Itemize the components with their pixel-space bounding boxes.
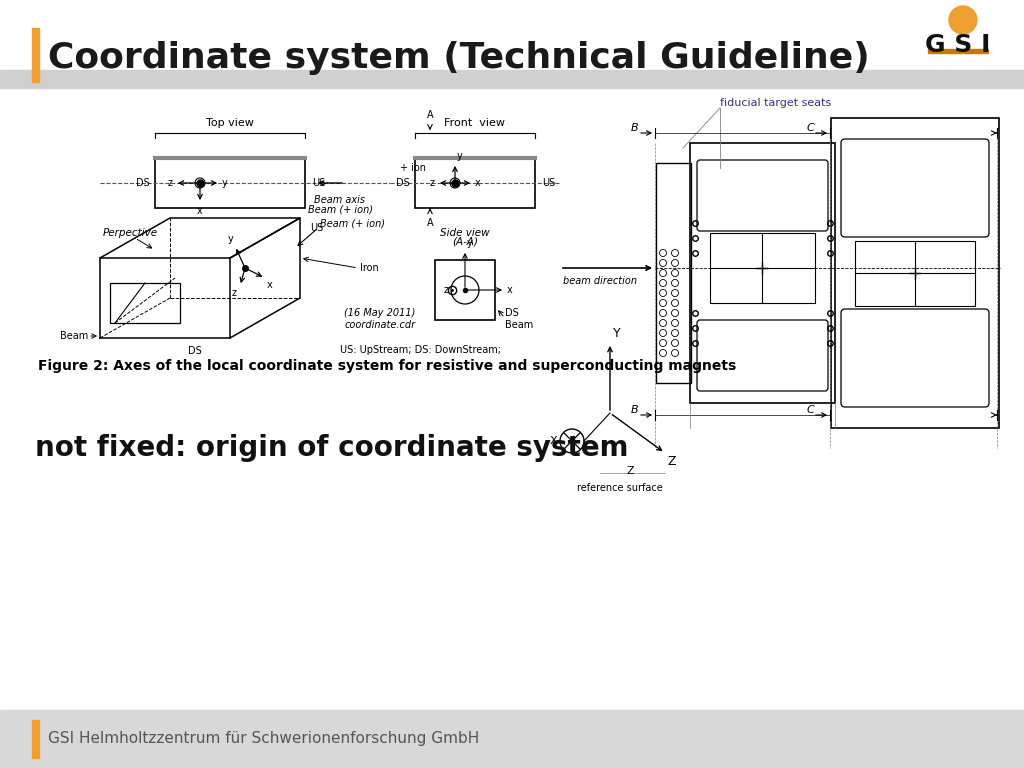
Circle shape: [659, 250, 667, 257]
Text: z: z: [168, 178, 173, 188]
Bar: [0, 70, 1024, 88]
Bar: [855, 241, 975, 306]
Bar: [0, 710, 1024, 768]
Text: GSI Helmholtzzentrum für Schwerionenforschung GmbH: GSI Helmholtzzentrum für Schwerionenfors…: [48, 731, 479, 746]
Text: Z: Z: [667, 455, 676, 468]
Circle shape: [672, 349, 679, 356]
Text: Figure 2: Axes of the local coordinate system for resistive and superconducting : Figure 2: Axes of the local coordinate s…: [38, 359, 736, 373]
Circle shape: [659, 339, 667, 346]
Bar: [32, 720, 39, 758]
Text: Iron: Iron: [360, 263, 379, 273]
Circle shape: [659, 310, 667, 316]
Text: Y: Y: [613, 327, 621, 340]
Text: Front  view: Front view: [444, 118, 506, 128]
Circle shape: [672, 270, 679, 276]
Text: Beam (+ ion): Beam (+ ion): [307, 205, 373, 215]
Text: Perpective: Perpective: [102, 228, 158, 238]
Text: x: x: [267, 280, 272, 290]
Circle shape: [659, 300, 667, 306]
Text: US: US: [542, 178, 555, 188]
Text: z: z: [430, 178, 435, 188]
Circle shape: [672, 310, 679, 316]
Text: + ion: + ion: [400, 163, 426, 173]
Circle shape: [672, 260, 679, 266]
Circle shape: [659, 290, 667, 296]
Text: DS: DS: [505, 308, 519, 318]
Circle shape: [659, 319, 667, 326]
Text: Z: Z: [627, 466, 634, 476]
Text: x: x: [198, 206, 203, 216]
Circle shape: [672, 300, 679, 306]
Text: x: x: [475, 178, 480, 188]
Text: DS: DS: [136, 178, 150, 188]
Circle shape: [672, 339, 679, 346]
Bar: [110, 283, 180, 323]
Text: Top view: Top view: [206, 118, 254, 128]
Circle shape: [672, 250, 679, 257]
Text: fiducial target seats: fiducial target seats: [720, 98, 831, 108]
Bar: [928, 49, 988, 53]
Text: Beam: Beam: [505, 320, 534, 330]
Text: G S I: G S I: [926, 33, 990, 57]
Text: C: C: [806, 405, 814, 415]
Text: y: y: [457, 151, 463, 161]
Text: B: B: [631, 405, 639, 415]
Text: z: z: [444, 285, 449, 295]
Text: US: US: [310, 223, 324, 233]
Text: x: x: [507, 285, 513, 295]
Circle shape: [659, 349, 667, 356]
Text: Side view: Side view: [440, 228, 489, 238]
Circle shape: [949, 6, 977, 34]
Text: beam direction: beam direction: [563, 276, 637, 286]
Text: A: A: [427, 218, 433, 228]
Text: reference surface: reference surface: [578, 483, 663, 493]
Bar: [0, 0, 1024, 78]
Circle shape: [672, 329, 679, 336]
Text: coordinate.cdr: coordinate.cdr: [344, 320, 416, 330]
Text: X: X: [549, 436, 557, 446]
Text: US: US: [312, 178, 326, 188]
Circle shape: [659, 260, 667, 266]
Bar: [32, 28, 39, 82]
Circle shape: [659, 270, 667, 276]
Text: DS: DS: [396, 178, 410, 188]
Text: Coordinate system (Technical Guideline): Coordinate system (Technical Guideline): [48, 41, 869, 75]
Circle shape: [672, 290, 679, 296]
Bar: [415, 158, 535, 208]
Circle shape: [672, 280, 679, 286]
Text: C: C: [806, 123, 814, 133]
Bar: [155, 158, 305, 208]
Text: US: UpStream; DS: DownStream;: US: UpStream; DS: DownStream;: [340, 345, 501, 355]
Text: y: y: [222, 178, 227, 188]
Text: B: B: [631, 123, 639, 133]
Text: z: z: [232, 288, 237, 298]
Bar: [656, 163, 691, 383]
Text: y: y: [227, 234, 233, 244]
Circle shape: [659, 280, 667, 286]
Bar: [690, 143, 835, 403]
Text: DS: DS: [188, 346, 202, 356]
Text: Beam axis: Beam axis: [314, 195, 366, 205]
Circle shape: [672, 319, 679, 326]
Bar: [831, 118, 999, 428]
Text: Beam (+ ion): Beam (+ ion): [319, 218, 385, 228]
Circle shape: [659, 329, 667, 336]
Text: Beam: Beam: [59, 331, 88, 341]
Text: A: A: [427, 110, 433, 120]
Text: (16 May 2011): (16 May 2011): [344, 308, 416, 318]
Bar: [435, 260, 495, 320]
Text: (A-A): (A-A): [452, 237, 478, 247]
Bar: [710, 233, 815, 303]
Text: y: y: [467, 238, 473, 248]
Text: not fixed: origin of coordinate system: not fixed: origin of coordinate system: [35, 434, 629, 462]
